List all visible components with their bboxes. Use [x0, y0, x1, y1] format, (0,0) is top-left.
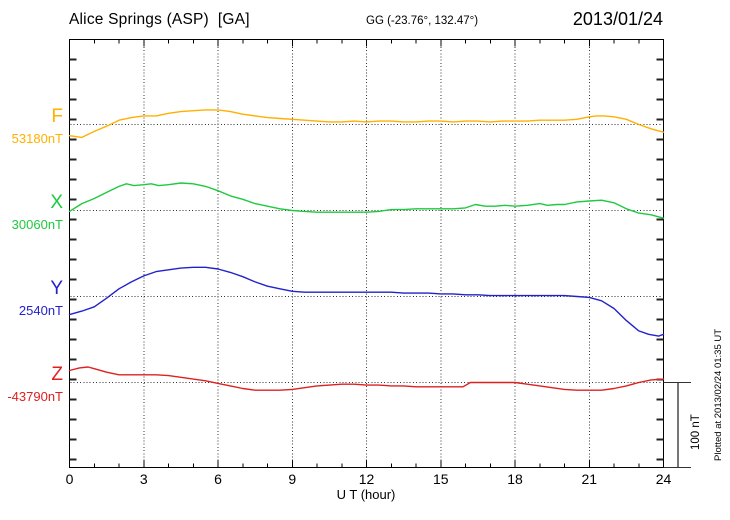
- scale-bar-label: 100 nT: [690, 414, 702, 450]
- plot-date: 2013/01/24: [572, 9, 663, 29]
- trace-baseline-value-Y: 2540nT: [18, 303, 63, 318]
- trace-label-Z: Z: [51, 364, 63, 385]
- trace-curve-F: [68, 109, 665, 139]
- trace-label-Y: Y: [50, 278, 63, 299]
- trace-baseline-value-F: 53180nT: [11, 131, 63, 146]
- x-tick-label: 12: [358, 471, 375, 487]
- trace-label-X: X: [50, 192, 63, 213]
- x-tick-label: 6: [214, 471, 222, 487]
- trace-baseline-value-Z: -43790nT: [7, 389, 63, 404]
- x-tick-label: 0: [65, 471, 74, 487]
- plot-frame: [68, 38, 665, 469]
- station-title: Alice Springs (ASP) [GA]: [69, 11, 250, 28]
- trace-curve-Y: [68, 266, 665, 337]
- x-tick-label: 24: [655, 471, 672, 487]
- x-tick-label: 3: [139, 471, 148, 487]
- x-tick-label: 18: [507, 471, 523, 487]
- plotted-at-note: Plotted at 2013/02/24 01:35 UT: [713, 328, 724, 461]
- trace-curve-Z: [68, 366, 665, 391]
- x-tick-label: 15: [432, 471, 449, 487]
- x-tick-label: 9: [288, 471, 297, 487]
- geographic-coordinates: GG (-23.76°, 132.47°): [366, 15, 479, 27]
- trace-baseline-value-X: 30060nT: [11, 217, 63, 232]
- trace-label-F: F: [51, 106, 63, 127]
- x-tick-label: 21: [581, 471, 598, 487]
- x-axis-title: U T (hour): [336, 487, 396, 502]
- trace-curve-X: [68, 182, 665, 219]
